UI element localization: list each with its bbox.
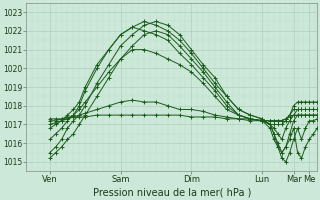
- X-axis label: Pression niveau de la mer( hPa ): Pression niveau de la mer( hPa ): [92, 187, 251, 197]
